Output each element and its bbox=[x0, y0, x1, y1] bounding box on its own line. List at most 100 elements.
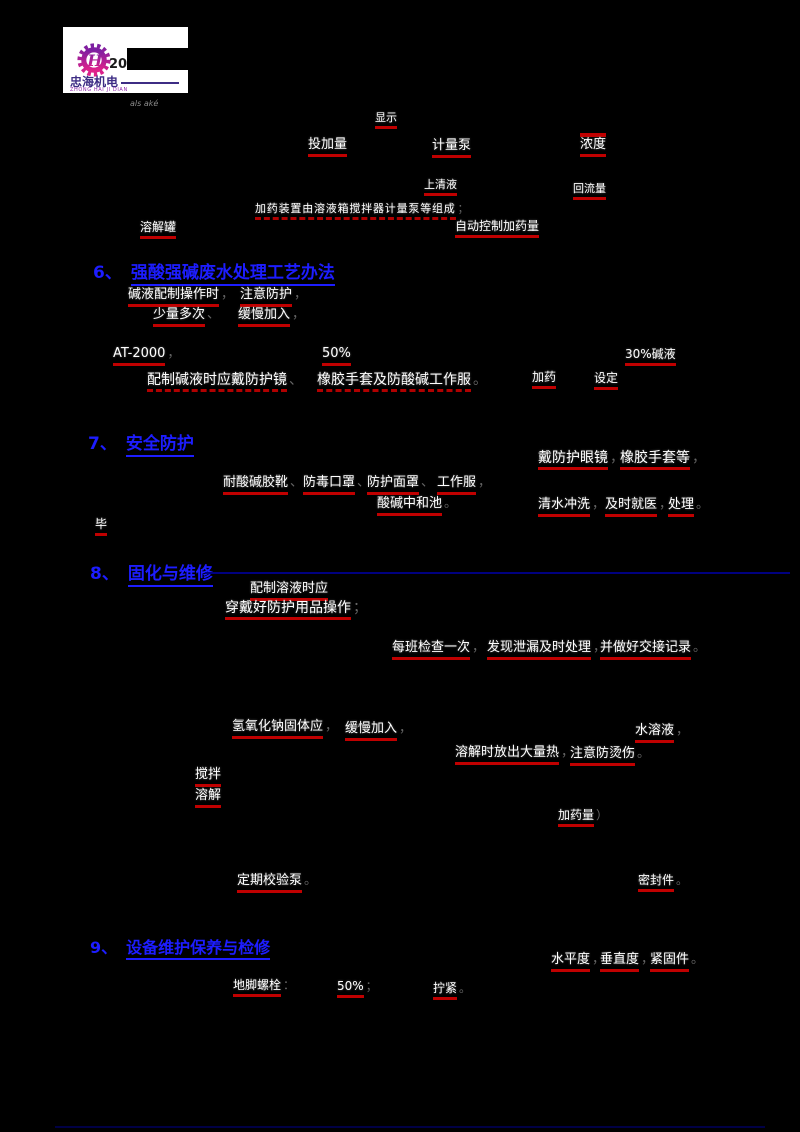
text-fragment: 密封件。 bbox=[638, 873, 689, 892]
text-fragment: 浓度 bbox=[580, 133, 607, 157]
punctuation-separator: 。 bbox=[637, 746, 651, 761]
company-name-cn: 忠海机电 bbox=[70, 73, 180, 90]
punctuation-separator: ， bbox=[592, 497, 606, 512]
text-fragment: 注意防护， bbox=[240, 287, 308, 307]
punctuation-separator: 。 bbox=[459, 981, 472, 995]
text-fragment: 30%碱液 bbox=[625, 347, 676, 366]
section-heading-8: 8、 固化与维修 bbox=[90, 559, 213, 587]
text-fragment: 紧固件。 bbox=[650, 952, 705, 972]
punctuation-separator: ， bbox=[221, 287, 235, 302]
text-fragment: 毕 bbox=[95, 517, 108, 536]
punctuation-separator: 、 bbox=[289, 372, 303, 388]
logo-year-text: 20 bbox=[109, 57, 128, 72]
logo-black-patch bbox=[127, 48, 188, 70]
company-name-en: ZHONG HAI JI DIAN bbox=[70, 87, 128, 93]
punctuation-separator: ； bbox=[457, 202, 470, 215]
text-fragment: 拧紧。 bbox=[433, 981, 472, 1000]
text-fragment: 溶解罐 bbox=[140, 220, 177, 239]
text-fragment: 设定 bbox=[594, 371, 619, 390]
section-heading-6: 6、 强酸强碱废水处理工艺办法 bbox=[93, 258, 335, 286]
text-fragment: 工作服， bbox=[437, 475, 492, 495]
gear-logo-icon: H bbox=[77, 43, 111, 77]
text-fragment: 回流量 bbox=[573, 182, 606, 200]
punctuation-separator: ： bbox=[283, 978, 296, 992]
punctuation-separator: ， bbox=[592, 952, 606, 967]
text-fragment: 缓慢加入， bbox=[238, 307, 305, 327]
punctuation-separator: 。 bbox=[676, 873, 689, 887]
text-fragment: 橡胶手套等， bbox=[620, 450, 706, 471]
text-fragment: 水溶液， bbox=[635, 723, 689, 743]
section-number: 9、 bbox=[90, 938, 118, 957]
punctuation-separator: 。 bbox=[693, 640, 707, 655]
section-heading-9: 9、 设备维护保养与检修 bbox=[90, 934, 271, 960]
text-fragment: 加药量） bbox=[558, 808, 609, 827]
text-fragment: 防毒口罩、 bbox=[303, 475, 370, 495]
section-number: 8、 bbox=[90, 564, 119, 584]
section-title: 设备维护保养与检修 bbox=[126, 938, 271, 960]
text-fragment: 穿戴好防护用品操作； bbox=[225, 600, 367, 621]
text-fragment: 缓慢加入， bbox=[345, 721, 413, 741]
text-fragment: 橡胶手套及防酸碱工作服。 bbox=[317, 372, 487, 393]
punctuation-separator: 。 bbox=[473, 372, 487, 388]
punctuation-separator: ， bbox=[593, 640, 607, 655]
text-fragment: 少量多次、 bbox=[153, 307, 220, 327]
text-fragment: 氢氧化钠固体应， bbox=[232, 719, 339, 739]
page-bottom-rule-line bbox=[55, 1126, 765, 1128]
section-number: 6、 bbox=[93, 263, 122, 283]
text-fragment: 定期校验泵。 bbox=[237, 873, 318, 893]
text-fragment: 每班检查一次， bbox=[392, 640, 486, 660]
text-fragment: 碱液配制操作时， bbox=[128, 287, 235, 307]
section-title: 强酸强碱废水处理工艺办法 bbox=[130, 263, 335, 286]
section-title: 安全防护 bbox=[125, 434, 194, 457]
punctuation-separator: ， bbox=[641, 952, 655, 967]
punctuation-separator: 、 bbox=[290, 475, 304, 490]
text-fragment: 自动控制加药量 bbox=[455, 219, 540, 238]
text-fragment: 显示 bbox=[375, 111, 397, 129]
section-heading-7: 7、 安全防护 bbox=[88, 429, 194, 457]
punctuation-separator: ， bbox=[472, 640, 486, 655]
text-fragment: 防护面罩、 bbox=[367, 475, 434, 495]
punctuation-separator: ， bbox=[659, 497, 673, 512]
text-fragment: 加药 bbox=[532, 370, 557, 389]
text-fragment: 注意防烫伤。 bbox=[570, 746, 651, 766]
text-fragment: 投加量 bbox=[308, 137, 348, 157]
text-fragment: 处理。 bbox=[668, 497, 709, 517]
section-number: 7、 bbox=[88, 434, 117, 454]
text-fragment: 清水冲洗， bbox=[538, 497, 606, 517]
punctuation-separator: ） bbox=[596, 808, 609, 822]
text-fragment: 加药装置由溶液箱搅拌器计量泵等组成； bbox=[255, 202, 470, 220]
section-title: 固化与维修 bbox=[127, 564, 213, 587]
text-fragment: 配制溶液时应 bbox=[250, 581, 329, 601]
punctuation-separator: ， bbox=[167, 346, 181, 361]
text-fragment: 配制碱液时应戴防护镜、 bbox=[147, 372, 303, 393]
text-fragment: 戴防护眼镜， bbox=[538, 450, 624, 471]
punctuation-separator: ， bbox=[325, 719, 339, 734]
logo-tagline: als aké bbox=[130, 99, 159, 108]
punctuation-separator: ； bbox=[365, 979, 378, 993]
punctuation-separator: 。 bbox=[444, 496, 458, 511]
text-fragment: 并做好交接记录。 bbox=[600, 640, 707, 660]
text-fragment: 发现泄漏及时处理， bbox=[487, 640, 607, 660]
text-fragment: 及时就医， bbox=[605, 497, 673, 517]
gear-monogram: H bbox=[86, 51, 103, 70]
text-fragment: 搅拌 bbox=[195, 767, 222, 787]
punctuation-separator: 。 bbox=[691, 952, 705, 967]
punctuation-separator: 。 bbox=[304, 873, 318, 888]
punctuation-separator: ， bbox=[610, 450, 624, 466]
text-fragment: 溶解 bbox=[195, 788, 222, 808]
logo-dash-line bbox=[121, 81, 180, 84]
text-fragment: 50%； bbox=[337, 979, 378, 998]
text-fragment: 50% bbox=[322, 346, 351, 366]
text-fragment: AT-2000， bbox=[113, 346, 181, 366]
punctuation-separator: ， bbox=[478, 475, 492, 490]
punctuation-separator: ， bbox=[399, 721, 413, 736]
text-fragment: 酸碱中和池。 bbox=[377, 496, 458, 516]
punctuation-separator: ， bbox=[294, 287, 308, 302]
punctuation-separator: ， bbox=[561, 745, 575, 760]
company-logo: H 20 忠海机电 ZHONG HAI JI DIAN bbox=[63, 27, 188, 93]
text-fragment: 溶解时放出大量热， bbox=[455, 745, 575, 765]
section-8-rule-line bbox=[205, 572, 790, 574]
text-fragment: 水平度， bbox=[551, 952, 606, 972]
text-fragment: 地脚螺栓： bbox=[233, 978, 296, 997]
text-fragment: 计量泵 bbox=[432, 138, 472, 158]
